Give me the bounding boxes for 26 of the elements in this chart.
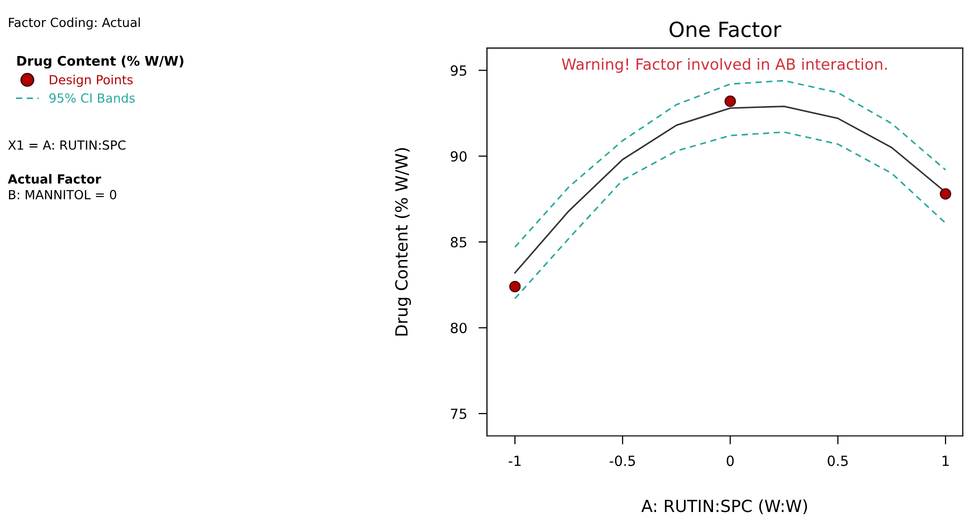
y-tick-label: 95	[450, 65, 466, 76]
legend-title: Drug Content (% W/W)	[17, 56, 184, 68]
x-tick-label: -0.5	[610, 456, 635, 466]
text: B: MANNITOL = 0	[8, 190, 116, 200]
x-tick-label: -1	[508, 456, 521, 466]
x-tick-label: 0.5	[828, 456, 848, 466]
text: X1 = A: RUTIN:SPC	[8, 140, 126, 150]
x-axis-title: A: RUTIN:SPC (W:W)	[641, 499, 807, 514]
point	[940, 188, 952, 200]
text: Actual Factor	[8, 174, 102, 184]
line-series	[514, 131, 946, 300]
point	[724, 96, 736, 107]
legend-label: 95% CI Bands	[49, 93, 135, 103]
x-tick-label: 1	[942, 456, 949, 466]
text: Factor Coding: Actual	[8, 17, 140, 30]
chart-title: One Factor	[670, 21, 782, 38]
annotation: Warning! Factor involved in AB interaction.	[562, 58, 887, 73]
line-series	[514, 80, 946, 248]
y-tick-label: 85	[450, 236, 466, 248]
y-tick-label: 90	[450, 151, 467, 162]
y-tick-label: 75	[450, 408, 466, 420]
legend-label: Design Points	[50, 74, 133, 87]
x-tick-label: 0	[726, 456, 734, 466]
y-axis-title: Drug Content (% W/W)	[394, 148, 411, 336]
point	[509, 280, 521, 292]
y-tick-label: 80	[450, 322, 467, 334]
